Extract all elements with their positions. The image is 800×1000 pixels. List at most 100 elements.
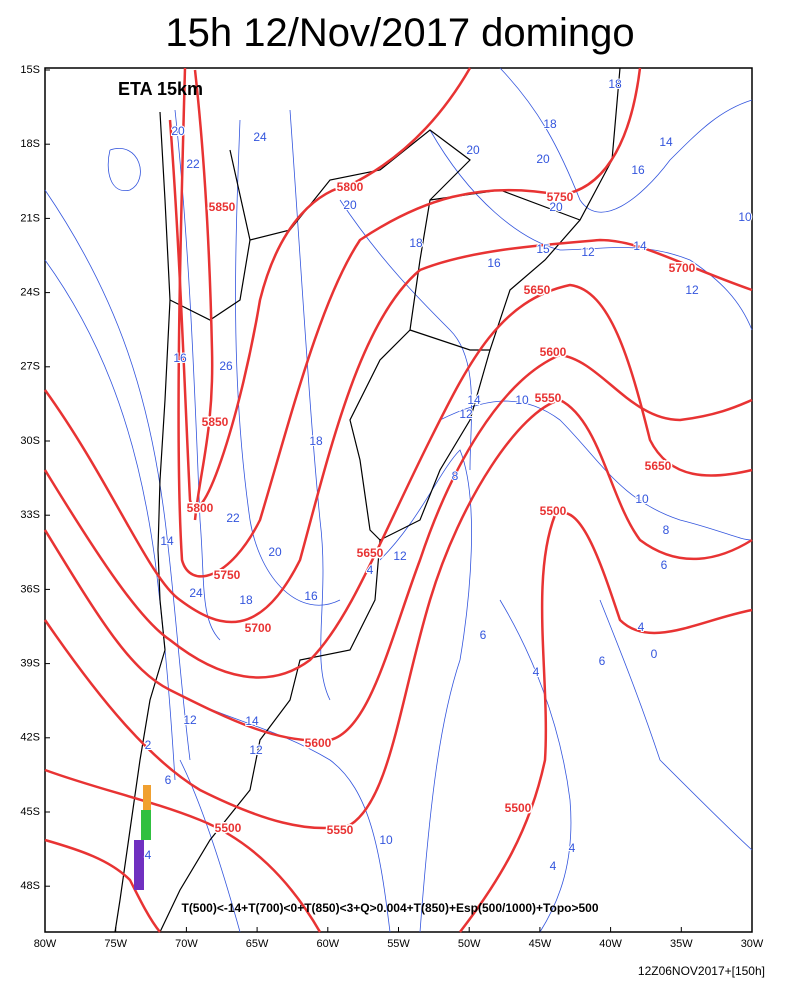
thickness-label: 26 [219,359,233,373]
thickness-label: 22 [186,157,200,171]
thickness-label: 16 [487,256,501,270]
height-label: 5700 [245,621,272,635]
thickness-label: 18 [608,77,622,91]
thickness-label: 6 [661,558,668,572]
lon-label: 80W [34,938,57,950]
thickness-label: 16 [631,163,645,177]
height-label: 5500 [540,504,567,518]
height-label: 5500 [505,801,532,815]
thickness-label: 20 [343,198,357,212]
thickness-label: 8 [452,469,459,483]
thickness-label: 12 [685,283,699,297]
lat-label: 36S [20,583,40,595]
thickness-label: 0 [651,647,658,661]
thickness-label: 6 [599,654,606,668]
height-label: 5650 [357,546,384,560]
thickness-label: 6 [165,773,172,787]
thickness-label: 12 [249,743,263,757]
lon-label: 70W [175,938,198,950]
thickness-label: 4 [550,859,557,873]
thickness-label: 20 [171,124,185,138]
thickness-label: 14 [467,393,481,407]
thickness-label: 16 [304,589,318,603]
thickness-label: 10 [379,833,393,847]
height-label: 5550 [327,823,354,837]
model-label: ETA 15km [118,79,203,99]
thickness-label: 14 [633,239,647,253]
lon-label: 40W [599,938,622,950]
thickness-label: 20 [536,152,550,166]
height-label: 5600 [540,345,567,359]
height-label: 5500 [215,821,242,835]
height-label: 5800 [337,180,364,194]
lat-label: 33S [20,509,40,521]
legend-text: T(500)<-14+T(700)<0+T(850)<3+Q>0.004+T(8… [181,901,598,915]
height-label: 5600 [305,736,332,750]
height-label: 5800 [187,501,214,515]
lat-label: 39S [20,658,40,670]
height-label: 5850 [209,200,236,214]
thickness-label: 12 [393,549,407,563]
lon-label: 60W [316,938,339,950]
height-contours [43,67,753,933]
thickness-label: 14 [659,135,673,149]
lon-label: 50W [458,938,481,950]
lon-label: 35W [670,938,693,950]
thickness-label: 18 [409,236,423,250]
lat-label: 24S [20,287,40,299]
height-label: 5650 [645,459,672,473]
thickness-label: 14 [160,534,174,548]
lat-label: 30S [20,435,40,447]
height-label: 5750 [547,190,574,204]
thickness-label: 6 [480,628,487,642]
height-label: 5850 [202,415,229,429]
footer: 12Z06NOV2017+[150h] [638,964,765,978]
map-title: 15h 12/Nov/2017 domingo [165,11,634,55]
height-label: 5650 [524,283,551,297]
lat-label: 27S [20,361,40,373]
thickness-label: 20 [466,143,480,157]
thickness-label: 24 [189,586,203,600]
thickness-label: 14 [245,714,259,728]
thickness-label: 10 [738,210,752,224]
thickness-label: 18 [543,117,557,131]
thickness-label: 10 [635,492,649,506]
lat-label: 42S [20,732,40,744]
lon-label: 55W [387,938,410,950]
lon-label: 75W [104,938,127,950]
thickness-label: 4 [533,665,540,679]
height-label: 5750 [214,568,241,582]
lat-label: 48S [20,880,40,892]
thickness-label: 16 [173,351,187,365]
lon-label: 65W [246,938,269,950]
map-frame [44,67,753,933]
thickness-label: 2 [145,738,152,752]
lon-label: 30W [741,938,764,950]
blue-contours [44,67,753,933]
thickness-label: 4 [638,620,645,634]
thickness-label: 4 [145,848,152,862]
thickness-label: 12 [459,407,473,421]
thickness-label: 12 [581,245,595,259]
height-label: 5700 [669,261,696,275]
snow-shading [134,785,151,890]
lat-label: 21S [20,212,40,224]
lat-label: 45S [20,806,40,818]
height-label: 5550 [535,391,562,405]
thickness-label: 18 [309,434,323,448]
thickness-label: 24 [253,130,267,144]
thickness-label: 10 [515,393,529,407]
lon-label: 45W [529,938,552,950]
thickness-label: 20 [549,200,563,214]
thickness-label: 15 [536,242,550,256]
thickness-label: 18 [239,593,253,607]
lat-label: 18S [20,138,40,150]
thickness-label: 8 [663,523,670,537]
thickness-label: 22 [226,511,240,525]
thickness-label: 4 [569,841,576,855]
thickness-label: 20 [268,545,282,559]
thickness-label: 12 [183,713,197,727]
thickness-label: 4 [367,563,374,577]
lat-label: 15S [20,64,40,76]
